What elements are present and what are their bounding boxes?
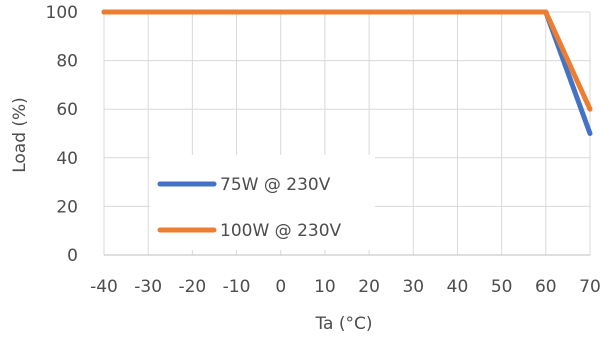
y-tick-label: 20 bbox=[56, 197, 78, 217]
legend-label: 75W @ 230V bbox=[220, 175, 331, 195]
x-tick-label: 60 bbox=[535, 277, 557, 297]
x-tick-label: 0 bbox=[275, 277, 286, 297]
y-tick-label: 100 bbox=[46, 3, 78, 23]
x-tick-label: 30 bbox=[402, 277, 424, 297]
legend-label: 100W @ 230V bbox=[220, 221, 342, 241]
y-tick-label: 40 bbox=[56, 149, 78, 169]
y-axis-label: Load (%) bbox=[10, 97, 30, 173]
x-tick-label: 40 bbox=[447, 277, 469, 297]
y-axis-ticks: 0 20 40 60 80 100 bbox=[46, 3, 78, 266]
x-tick-label: 20 bbox=[358, 277, 380, 297]
x-tick-label: -40 bbox=[90, 277, 118, 297]
y-tick-label: 80 bbox=[56, 52, 78, 72]
x-axis-ticks: -40 -30 -20 -10 0 10 20 30 40 50 60 70 bbox=[90, 277, 601, 297]
y-tick-label: 60 bbox=[56, 100, 78, 120]
y-tick-label: 0 bbox=[67, 246, 78, 266]
x-tick-label: -30 bbox=[134, 277, 162, 297]
x-tick-label: -20 bbox=[178, 277, 206, 297]
legend-box bbox=[150, 155, 375, 250]
series-line-1 bbox=[101, 9, 593, 136]
x-axis-label: Ta (°C) bbox=[314, 314, 372, 334]
chart-series bbox=[101, 9, 593, 136]
series-line-2 bbox=[101, 9, 593, 112]
x-tick-label: -10 bbox=[223, 277, 251, 297]
x-tick-label: 70 bbox=[579, 277, 601, 297]
chart-legend: 75W @ 230V 100W @ 230V bbox=[150, 155, 375, 250]
x-tick-label: 50 bbox=[491, 277, 513, 297]
x-tick-label: 10 bbox=[314, 277, 336, 297]
